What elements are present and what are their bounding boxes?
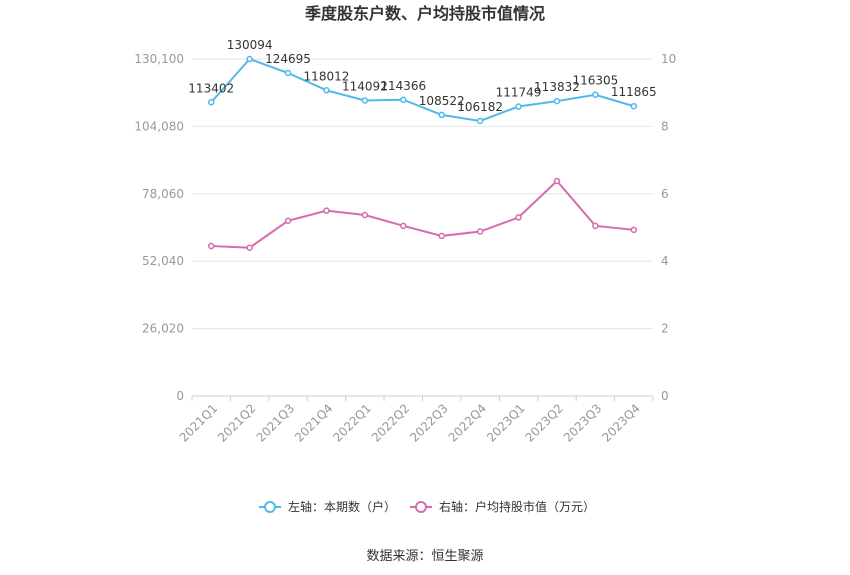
x-tick-label: 2023Q1	[484, 401, 528, 445]
right-tick-label: 6	[661, 187, 669, 201]
data-point[interactable]	[361, 97, 369, 104]
right-tick-label: 0	[661, 389, 669, 403]
data-point[interactable]	[476, 117, 484, 125]
x-tick-label: 2023Q3	[561, 401, 605, 445]
data-point[interactable]	[630, 102, 638, 110]
legend-label-2[interactable]: 右轴：户均持股市值（万元）	[439, 499, 595, 514]
data-point[interactable]	[476, 228, 484, 235]
right-tick-label: 4	[661, 254, 669, 268]
right-tick-label: 2	[661, 322, 669, 336]
data-label: 111865	[611, 85, 657, 99]
data-point[interactable]	[515, 214, 522, 221]
x-tick-label: 2023Q2	[522, 401, 566, 445]
data-point[interactable]	[400, 96, 407, 104]
left-axis: 0 26,020 52,040 78,060 104,080 130,100	[134, 52, 184, 403]
data-point[interactable]	[438, 111, 445, 119]
data-label: 114366	[380, 79, 426, 93]
right-tick-label: 8	[661, 119, 669, 133]
x-tick-label: 2021Q3	[254, 401, 298, 445]
data-point[interactable]	[592, 222, 599, 230]
data-point[interactable]	[246, 244, 253, 251]
x-tick-label: 2022Q2	[369, 401, 413, 445]
data-point[interactable]	[515, 103, 522, 110]
left-tick-label: 78,060	[142, 187, 184, 201]
data-label: 108522	[419, 94, 465, 108]
data-point[interactable]	[553, 97, 561, 105]
right-tick-label: 10	[661, 52, 676, 66]
x-tick-label: 2022Q1	[330, 401, 374, 445]
data-label: 106182	[457, 100, 503, 114]
data-label: 118012	[304, 69, 350, 83]
x-tick-label: 2023Q4	[599, 401, 643, 445]
left-tick-label: 26,020	[142, 322, 184, 336]
series-line-2	[211, 179, 634, 249]
x-tick-label: 2022Q4	[446, 401, 490, 445]
left-tick-label: 0	[176, 389, 184, 403]
source-text: 数据来源：恒生聚源	[366, 549, 483, 564]
data-label: 114092	[342, 79, 388, 93]
data-point[interactable]	[323, 87, 330, 94]
left-tick-label: 104,080	[134, 119, 184, 133]
data-point[interactable]	[246, 55, 253, 63]
data-label: 124695	[265, 52, 311, 66]
data-label: 113832	[534, 80, 580, 94]
data-point[interactable]	[630, 226, 638, 234]
data-point[interactable]	[284, 217, 292, 225]
chart-title: 季度股东户数、户均持股市值情况	[304, 4, 545, 23]
left-tick-label: 130,100	[134, 52, 184, 66]
data-label: 111749	[496, 86, 542, 100]
gridlines	[192, 58, 653, 397]
data-point[interactable]	[323, 207, 330, 214]
series-line-1	[210, 57, 635, 122]
data-point[interactable]	[284, 69, 292, 77]
legend-label-1[interactable]: 左轴：本期数（户）	[288, 499, 396, 514]
data-label: 113402	[188, 81, 234, 95]
data-point[interactable]	[553, 177, 561, 185]
legend-marker-1	[264, 501, 276, 513]
legend-marker-2	[415, 501, 427, 513]
x-tick-label: 2021Q4	[292, 401, 336, 445]
x-tick-label: 2021Q1	[177, 401, 221, 445]
legend[interactable]: 左轴：本期数（户） 右轴：户均持股市值（万元）	[259, 499, 595, 514]
data-point[interactable]	[207, 99, 215, 106]
right-axis: 0 2 4 6 8 10	[661, 52, 676, 403]
x-tick-label: 2022Q3	[407, 401, 451, 445]
data-point[interactable]	[438, 232, 445, 240]
data-point[interactable]	[361, 211, 369, 219]
data-point[interactable]	[207, 242, 215, 250]
data-point[interactable]	[400, 222, 407, 230]
left-tick-label: 52,040	[142, 254, 184, 268]
data-label: 116305	[572, 74, 618, 88]
data-label: 130094	[227, 38, 273, 52]
x-tick-label: 2021Q2	[215, 401, 259, 445]
data-point[interactable]	[592, 91, 599, 98]
x-axis: 2021Q12021Q22021Q32021Q42022Q12022Q22022…	[177, 396, 654, 445]
